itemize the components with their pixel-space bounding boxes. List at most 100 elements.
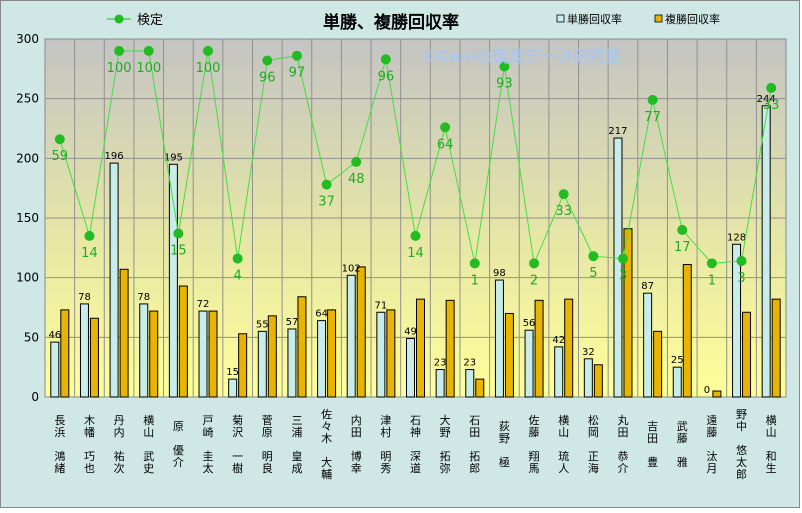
kentei-label: 3 <box>737 271 745 286</box>
kentei-point <box>84 230 95 241</box>
y-tick-label: 100 <box>16 271 39 285</box>
x-tick-label: 丸田 恭介 <box>617 414 628 475</box>
x-tick-label: 松岡 正海 <box>588 413 599 475</box>
kentei-label: 64 <box>437 137 454 152</box>
kentei-label: 93 <box>496 76 513 91</box>
bar-fukusho <box>149 310 159 398</box>
kentei-point <box>736 255 747 266</box>
kentei-point <box>529 258 540 269</box>
data-label-tansho: 244 <box>757 94 776 105</box>
x-tick-label: 菊沢 一樹 <box>232 414 243 475</box>
legend-tansho-label: 単勝回収率 <box>567 12 622 26</box>
bar-fukusho <box>119 268 129 398</box>
x-tick-label: 野中 悠太郎 <box>736 408 747 481</box>
data-label-tansho: 195 <box>164 152 183 163</box>
y-tick-label: 0 <box>31 390 39 404</box>
bar-fukusho <box>623 228 633 398</box>
bar-tansho <box>732 243 742 398</box>
bar-fukusho <box>564 298 574 398</box>
legend-kentei-label: 検定 <box>137 13 163 28</box>
y-tick-label: 300 <box>16 32 39 46</box>
bar-tansho <box>643 292 653 398</box>
kentei-label: 1 <box>471 273 479 288</box>
data-label-tansho: 102 <box>342 263 361 274</box>
kentei-point <box>351 156 362 167</box>
data-label-tansho: 57 <box>286 317 299 328</box>
kentei-point <box>291 50 302 61</box>
x-tick-label: 戸崎 圭太 <box>203 414 214 475</box>
bar-fukusho <box>267 315 277 398</box>
legend: 検定 単勝回収率 複勝回収率 <box>107 12 720 28</box>
kentei-label: 37 <box>318 195 335 210</box>
kentei-point <box>469 258 480 269</box>
legend-fukusho-label: 複勝回収率 <box>665 12 720 26</box>
bar-fukusho <box>682 264 692 398</box>
x-tick-label: 石田 拓郎 <box>469 414 480 475</box>
kentei-point <box>617 253 628 264</box>
bar-fukusho <box>178 285 188 398</box>
data-label-tansho: 49 <box>404 327 417 338</box>
bar-tansho <box>583 358 593 398</box>
data-label-tansho: 98 <box>493 268 506 279</box>
bar-tansho <box>257 330 267 398</box>
data-label-tansho: 56 <box>523 318 536 329</box>
bar-fukusho <box>386 309 396 398</box>
bar-fukusho <box>534 299 544 398</box>
x-tick-label: 木幡 巧也 <box>84 414 95 475</box>
watermark: ©Caniの競馬データ研究室 <box>421 47 620 66</box>
bar-tansho <box>613 137 623 398</box>
data-label-tansho: 64 <box>315 309 328 320</box>
x-tick-label: 石神 深道 <box>410 414 421 475</box>
data-label-tansho: 71 <box>374 300 387 311</box>
legend-kentei-marker <box>114 14 124 24</box>
y-tick-label: 150 <box>16 211 39 225</box>
bar-tansho <box>554 346 564 398</box>
kentei-label: 33 <box>555 204 572 219</box>
data-label-tansho: 25 <box>671 355 684 366</box>
bar-fukusho <box>89 317 99 398</box>
x-tick-label: 横山 琉人 <box>558 413 569 475</box>
x-tick-label: 大野 拓弥 <box>440 413 451 475</box>
bar-tansho <box>494 279 504 398</box>
x-tick-label: 吉田 豊 <box>647 420 658 469</box>
kentei-point <box>440 122 451 133</box>
kentei-label: 77 <box>644 110 661 125</box>
kentei-label: 97 <box>289 66 306 81</box>
kentei-label: 14 <box>407 246 424 261</box>
y-axis: 0 50 100 150 200 250 300 <box>16 32 39 404</box>
x-tick-label: 長浜 鴻緒 <box>54 414 65 475</box>
kentei-label: 5 <box>589 266 597 281</box>
kentei-label: 15 <box>170 244 187 259</box>
bar-tansho <box>168 163 178 398</box>
data-label-tansho: 87 <box>641 281 654 292</box>
data-label-tansho: 72 <box>197 299 210 310</box>
kentei-label: 14 <box>81 246 98 261</box>
data-label-tansho: 23 <box>463 358 476 369</box>
kentei-label: 2 <box>530 273 538 288</box>
x-tick-label: 丹内 祐次 <box>114 414 125 475</box>
kentei-point <box>143 45 154 56</box>
bar-tansho <box>228 378 238 398</box>
kentei-label: 100 <box>136 61 161 76</box>
kentei-point <box>410 230 421 241</box>
bar-fukusho <box>416 298 425 398</box>
kentei-point <box>677 224 688 235</box>
x-tick-label: 内田 博幸 <box>351 413 362 475</box>
x-tick-label: 三浦 皇成 <box>291 414 302 475</box>
bar-fukusho <box>504 312 514 398</box>
bar-fukusho <box>712 390 722 398</box>
bar-tansho <box>524 329 534 398</box>
kentei-point <box>380 54 391 65</box>
kentei-point <box>706 258 717 269</box>
kentei-label: 3 <box>619 269 627 284</box>
bar-fukusho <box>593 364 603 398</box>
bar-fukusho <box>771 298 781 398</box>
data-label-tansho: 46 <box>48 330 61 341</box>
bar-fukusho <box>475 378 485 398</box>
x-tick-label: 横山 武史 <box>143 413 154 475</box>
bar-fukusho <box>60 309 70 398</box>
kentei-point <box>588 251 599 262</box>
bar-tansho <box>406 338 415 398</box>
